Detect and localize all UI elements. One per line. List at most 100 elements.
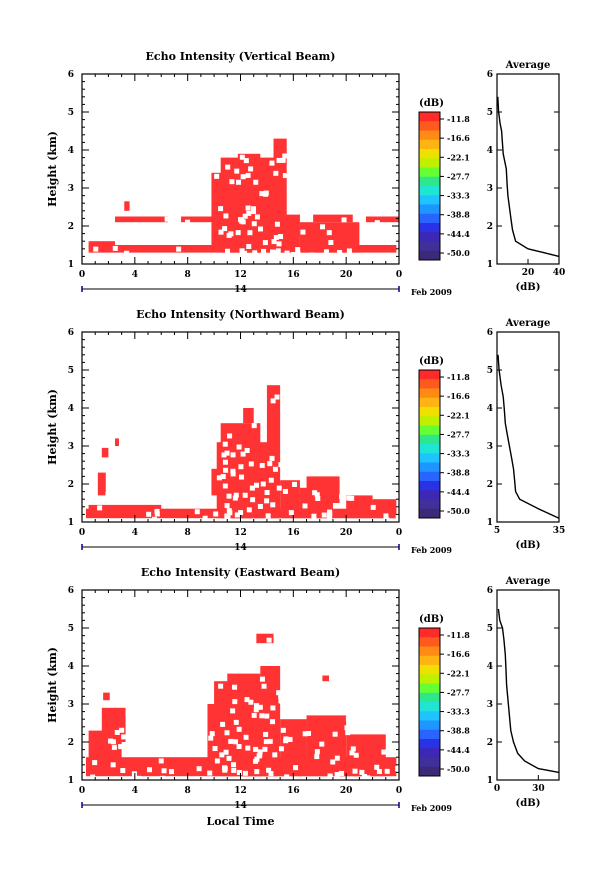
echo-gap xyxy=(266,767,272,773)
echo-gap xyxy=(105,491,111,497)
colorbar-segment xyxy=(419,397,440,408)
echo-gap xyxy=(222,766,228,772)
average-y-tick-label: 5 xyxy=(487,366,493,376)
echo-gap xyxy=(270,705,276,711)
colorbar-tick-label: -11.8 xyxy=(447,630,470,640)
echo-gap xyxy=(227,510,233,516)
colorbar-tick-label: -38.8 xyxy=(447,468,470,478)
colorbar-segment xyxy=(419,444,440,454)
average-panel: Average 1 2 3 4 5 6 5 35 (dB) xyxy=(487,318,566,551)
echo-gap xyxy=(222,226,228,232)
echo-gap xyxy=(252,250,258,256)
echo-gap xyxy=(90,774,96,780)
x-tick-label: 0 xyxy=(396,270,402,280)
echo-gap xyxy=(208,735,214,741)
x-tick-label: 4 xyxy=(132,528,138,538)
echo-gap xyxy=(111,744,117,750)
average-y-tick-label: 1 xyxy=(487,776,493,786)
echo-gap xyxy=(125,710,131,716)
echo-gap xyxy=(230,468,236,474)
echo-gap xyxy=(321,512,327,518)
echo-gap xyxy=(209,731,215,737)
echo-gap xyxy=(232,495,238,501)
echo-gap xyxy=(261,248,267,254)
echo-gap xyxy=(327,774,333,780)
echo-gap xyxy=(221,452,227,458)
echo-gap xyxy=(352,768,358,774)
echo-gap xyxy=(349,495,355,501)
echo-gap xyxy=(185,219,191,225)
echo-gap xyxy=(248,461,254,467)
echo-gap xyxy=(230,471,236,477)
colorbar-segment xyxy=(419,720,440,731)
echo-gap xyxy=(323,249,329,255)
echo-gap xyxy=(270,502,276,508)
colorbar-segment xyxy=(419,407,440,417)
echo-gap xyxy=(263,731,269,737)
x-tick-label: 12 xyxy=(234,786,247,796)
colorbar-segment xyxy=(419,250,440,261)
colorbar: (dB)-11.8 -16.6 -22.1 -27.7 -33.3 -38.8 -44.4 -… xyxy=(418,614,470,777)
echo-gap xyxy=(269,455,275,461)
echo-gap xyxy=(245,172,251,178)
echo-gap xyxy=(332,731,338,737)
echo-gap xyxy=(240,174,246,180)
echo-gap xyxy=(295,251,301,257)
echo-gap xyxy=(395,515,401,521)
echo-gap xyxy=(218,229,224,235)
echo-gaps xyxy=(93,153,380,258)
colorbar-segment xyxy=(419,739,440,749)
y-axis-label: Height (km) xyxy=(46,389,59,465)
echo-gap xyxy=(257,749,263,755)
echo-gap xyxy=(262,240,268,246)
echo-gap xyxy=(312,490,318,496)
echo-gap xyxy=(236,179,242,185)
colorbar-segment xyxy=(419,646,440,657)
echo-gap xyxy=(261,683,267,689)
echo-gap xyxy=(259,676,265,682)
echo-gap xyxy=(276,485,282,491)
average-y-tick-label: 1 xyxy=(487,518,493,528)
colorbar: (dB)-11.8 -16.6 -22.1 -27.7 -33.3 -38.8 -44.4 -… xyxy=(418,98,470,261)
echo-gap xyxy=(251,206,257,212)
echo-gap xyxy=(339,494,345,500)
y-tick-label: 6 xyxy=(68,70,74,80)
y-tick-label: 4 xyxy=(68,404,74,414)
echo-gap xyxy=(295,247,301,253)
colorbar-tick-label: -50.0 xyxy=(447,506,470,516)
colorbar-tick-label: -50.0 xyxy=(447,764,470,774)
x-axis-label: Local Time xyxy=(207,815,275,828)
echo-gap xyxy=(238,217,244,223)
echo-gap xyxy=(223,213,229,219)
echo-gap xyxy=(259,713,265,719)
echo-cell xyxy=(365,216,399,223)
colorbar-segment xyxy=(419,112,440,122)
echo-gap xyxy=(259,191,265,197)
echo-gap xyxy=(268,477,274,483)
echo-gap xyxy=(219,752,225,758)
echo-gap xyxy=(119,727,125,733)
x-tick-label: 16 xyxy=(287,270,300,280)
echo-cell xyxy=(124,201,130,211)
colorbar: (dB)-11.8 -16.6 -22.1 -27.7 -33.3 -38.8 -44.4 -… xyxy=(418,356,470,519)
echo-gap xyxy=(267,738,273,744)
echo-gap xyxy=(337,249,343,255)
echo-gap xyxy=(311,513,317,519)
average-profile-line xyxy=(497,354,560,519)
average-panel: Average 1 2 3 4 5 6 0 30 (dB) xyxy=(487,576,560,809)
colorbar-tick-label: -44.4 xyxy=(447,229,470,239)
echo-gap xyxy=(239,154,245,160)
x-tick-label: 16 xyxy=(287,528,300,538)
echo-cell xyxy=(97,472,106,496)
colorbar-unit: (dB) xyxy=(419,614,444,625)
echo-gap xyxy=(309,252,315,258)
colorbar-tick-label: -27.7 xyxy=(447,171,470,181)
average-y-tick-label: 6 xyxy=(487,70,493,80)
echo-gap xyxy=(288,510,294,516)
echo-gap xyxy=(276,157,282,163)
y-axis: 1 2 3 4 5 6 xyxy=(68,586,399,786)
y-tick-label: 1 xyxy=(68,260,74,270)
colorbar-segment xyxy=(419,637,440,647)
echo-gap xyxy=(214,173,220,179)
